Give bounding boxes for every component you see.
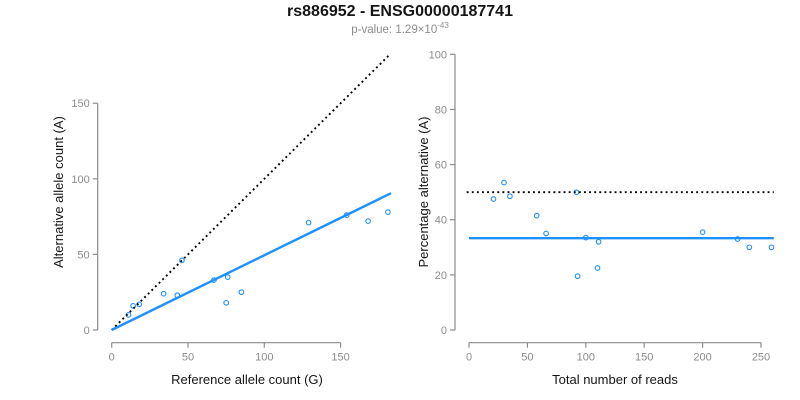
x-tick-label: 250 <box>752 352 770 364</box>
data-point <box>699 229 706 235</box>
y-tick-label: 20 <box>435 270 447 282</box>
right-scatter-panel: 0 20 40 60 80 100 0 50 100 150 200 250 <box>429 49 775 364</box>
x-tick-label: 200 <box>693 352 711 364</box>
y-tick-label: 100 <box>71 174 89 186</box>
right-xaxis-label: Total number of reads <box>552 372 678 387</box>
data-point <box>533 212 540 219</box>
identity-line <box>111 54 390 331</box>
x-tick-label: 150 <box>331 352 349 364</box>
y-tick-label: 50 <box>77 249 89 261</box>
left-xaxis-label: Reference allele count (G) <box>171 372 323 387</box>
y-tick-label: 0 <box>441 325 447 337</box>
pvalue-exponent: -43 <box>437 21 449 31</box>
data-point <box>385 209 391 215</box>
data-point <box>305 219 312 226</box>
x-tick-label: 0 <box>109 352 115 364</box>
data-point <box>768 244 775 251</box>
y-tick-label: 0 <box>84 325 90 337</box>
data-point <box>543 230 549 237</box>
y-tick-label: 150 <box>71 98 89 110</box>
left-yaxis-label: Alternative allele count (A) <box>51 116 66 268</box>
figure-subtitle: p-value: 1.29×10-43 <box>0 21 800 36</box>
y-tick-label: 40 <box>435 215 447 227</box>
x-tick-label: 100 <box>577 352 595 364</box>
data-point <box>501 179 507 186</box>
left-scatter-panel: 0 50 100 150 0 50 100 150 <box>71 54 392 364</box>
data-point <box>594 265 601 271</box>
x-tick-label: 50 <box>521 352 533 364</box>
data-point <box>507 193 513 200</box>
data-point <box>365 218 371 224</box>
data-point <box>595 238 602 245</box>
y-tick-label: 80 <box>435 104 447 116</box>
pvalue-text: p-value: 1.29×10 <box>351 24 438 36</box>
data-point <box>160 290 167 297</box>
figure-title: rs886952 - ENSG00000187741 <box>287 3 513 20</box>
x-tick-label: 150 <box>635 352 653 364</box>
fit-line <box>111 192 392 332</box>
right-yaxis-label: Percentage alternative (A) <box>416 116 431 267</box>
x-tick-label: 100 <box>255 352 273 364</box>
data-point <box>746 244 753 251</box>
data-point <box>223 299 230 306</box>
x-tick-label: 0 <box>466 352 472 364</box>
data-point <box>224 274 231 280</box>
data-point <box>179 257 185 264</box>
data-point <box>490 196 497 202</box>
y-tick-label: 60 <box>435 160 447 172</box>
data-point <box>238 289 245 296</box>
x-tick-label: 50 <box>182 352 194 364</box>
data-point <box>574 273 581 280</box>
y-tick-label: 100 <box>429 49 447 61</box>
